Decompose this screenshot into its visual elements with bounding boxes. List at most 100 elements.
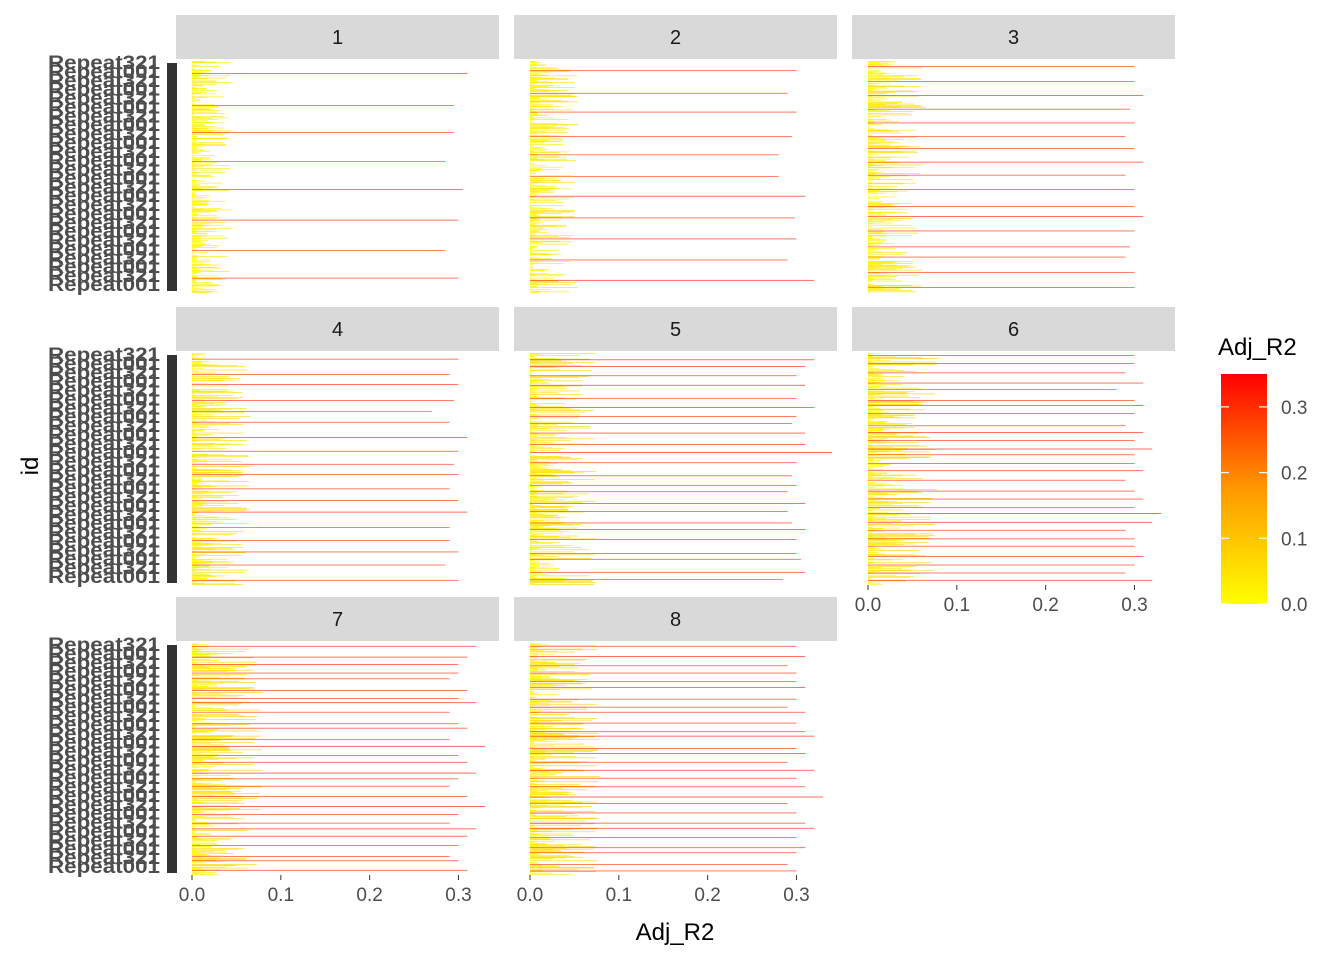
bar bbox=[530, 763, 548, 764]
bar bbox=[192, 140, 198, 141]
bar bbox=[530, 714, 570, 715]
bar bbox=[530, 664, 575, 665]
bar bbox=[192, 503, 239, 504]
bar bbox=[192, 384, 194, 386]
bar bbox=[192, 788, 243, 789]
bar bbox=[530, 872, 553, 874]
bar bbox=[192, 180, 206, 182]
bar bbox=[192, 770, 209, 772]
bar bbox=[530, 693, 534, 695]
y-tick-label: Repeat321 bbox=[48, 53, 161, 74]
bar bbox=[192, 241, 199, 243]
bar bbox=[868, 206, 1135, 207]
bar bbox=[192, 491, 238, 493]
bar bbox=[868, 242, 884, 243]
bar bbox=[868, 124, 883, 125]
bar bbox=[530, 455, 537, 456]
bar bbox=[192, 466, 250, 467]
bar bbox=[192, 530, 203, 532]
bar bbox=[868, 493, 888, 495]
bar bbox=[530, 567, 536, 569]
bars bbox=[192, 643, 486, 875]
bar bbox=[530, 399, 531, 401]
x-axis: 0.0 0.1 0.2 0.3 bbox=[517, 875, 810, 906]
x-tick-label: 0.0 bbox=[855, 595, 881, 616]
x-tick-label: 0.0 bbox=[517, 885, 543, 906]
bar bbox=[868, 574, 896, 576]
bar bbox=[530, 548, 532, 550]
bar bbox=[192, 757, 253, 759]
bar bbox=[530, 211, 575, 212]
bar bbox=[192, 142, 198, 144]
bar bbox=[530, 290, 540, 292]
bar bbox=[192, 248, 198, 250]
bar bbox=[530, 243, 569, 245]
bar bbox=[192, 504, 203, 506]
bar bbox=[530, 746, 595, 748]
bar bbox=[868, 566, 916, 567]
bar bbox=[530, 728, 585, 730]
bar bbox=[868, 283, 871, 285]
bar bbox=[192, 186, 217, 188]
bar bbox=[192, 747, 227, 749]
bar bbox=[868, 275, 887, 277]
bar bbox=[192, 249, 195, 251]
bar bbox=[192, 479, 201, 481]
bar bbox=[192, 82, 232, 83]
bar bbox=[192, 763, 201, 764]
bar bbox=[868, 548, 878, 549]
bar bbox=[530, 505, 574, 507]
bar bbox=[530, 119, 569, 120]
bar bbox=[192, 203, 210, 205]
bar bbox=[868, 235, 887, 237]
bar bbox=[530, 387, 537, 389]
bar bbox=[192, 508, 251, 510]
bar bbox=[530, 282, 577, 283]
bar bbox=[192, 513, 195, 515]
bar bbox=[192, 265, 203, 267]
bar bbox=[192, 822, 209, 823]
bar bbox=[868, 129, 888, 130]
bar bbox=[530, 853, 537, 854]
bar bbox=[868, 552, 880, 553]
bar bbox=[530, 490, 544, 491]
bar bbox=[530, 163, 536, 165]
bar bbox=[530, 529, 806, 530]
bar bbox=[530, 74, 539, 75]
bar bbox=[868, 381, 871, 382]
bar bbox=[530, 71, 551, 73]
bar bbox=[868, 433, 897, 435]
bar bbox=[868, 269, 896, 270]
bar bbox=[530, 283, 538, 285]
bar bbox=[868, 165, 885, 167]
bar bbox=[530, 484, 797, 486]
bar bbox=[192, 436, 198, 437]
bar bbox=[530, 547, 582, 548]
bar bbox=[192, 710, 228, 712]
bar bbox=[530, 490, 567, 492]
bar bbox=[192, 682, 225, 684]
bar bbox=[530, 411, 535, 412]
bar bbox=[868, 161, 870, 162]
bar bbox=[192, 800, 242, 801]
bar bbox=[192, 783, 204, 785]
bar bbox=[192, 216, 194, 217]
bar bbox=[868, 480, 870, 482]
bar bbox=[530, 687, 806, 688]
bar bbox=[530, 87, 534, 89]
bar bbox=[868, 560, 869, 561]
bar bbox=[868, 98, 888, 100]
bar bbox=[868, 512, 889, 514]
bar bbox=[530, 512, 537, 514]
bar bbox=[192, 751, 211, 752]
bar bbox=[192, 502, 207, 503]
bar bbox=[530, 100, 569, 102]
bar bbox=[530, 386, 566, 387]
bar bbox=[868, 532, 872, 533]
bar bbox=[192, 395, 234, 396]
bar bbox=[192, 190, 203, 192]
bar bbox=[868, 101, 903, 103]
bar bbox=[530, 486, 542, 488]
bar bbox=[530, 216, 575, 217]
bar bbox=[192, 418, 240, 419]
